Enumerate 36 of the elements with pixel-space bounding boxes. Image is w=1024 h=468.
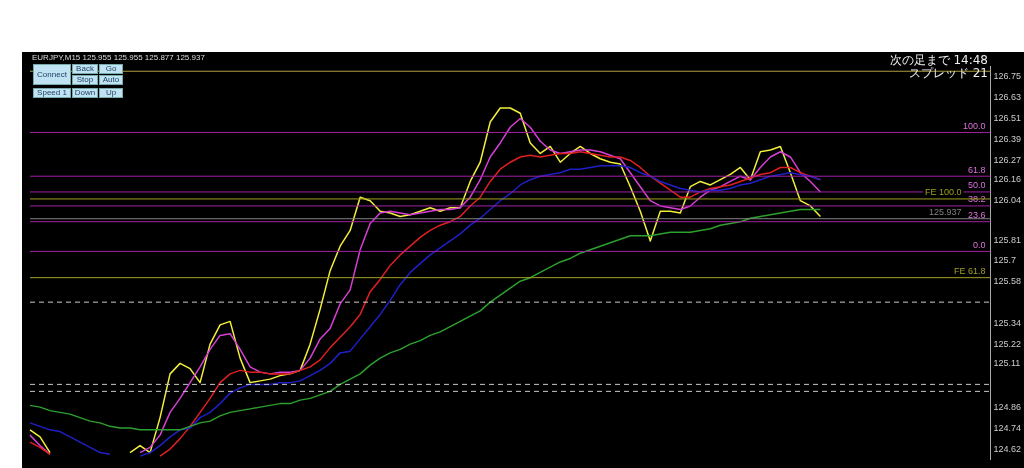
y-tick-label: 126.39 — [993, 133, 1021, 144]
annotation: Down — [72, 88, 98, 98]
y-tick-label: 125.7 — [993, 254, 1016, 265]
annotation: 61.8 — [967, 164, 986, 175]
chart-title: EURJPY,M15 125.955 125.955 125.877 125.937 — [32, 53, 206, 63]
y-tick-label: 126.63 — [993, 91, 1021, 102]
y-tick-label: 124.86 — [993, 401, 1021, 412]
annotation: Back — [72, 64, 98, 74]
annotation: 50.0 — [967, 180, 986, 191]
annotation: スプレッド 21 — [908, 66, 988, 80]
y-tick-label: 125.58 — [993, 275, 1021, 286]
annotation: Go — [99, 64, 123, 74]
annotation: Auto — [99, 75, 123, 85]
annotation: Stop — [72, 75, 98, 85]
annotation: 23.6 — [967, 210, 986, 221]
y-tick-label: 126.51 — [993, 112, 1021, 123]
y-tick-label: 125.22 — [993, 338, 1021, 349]
y-tick-label: 126.27 — [993, 154, 1021, 165]
annotation: 100.0 — [962, 120, 986, 131]
y-tick-label: 126.75 — [993, 70, 1021, 81]
annotation: 0.0 — [972, 239, 986, 250]
y-tick-label: 126.16 — [993, 174, 1021, 185]
y-tick-label: 124.62 — [993, 443, 1021, 454]
ref-line-label: FE 100.0 — [924, 187, 962, 198]
y-tick-label: 125.34 — [993, 317, 1021, 328]
ref-line-label: 125.937 — [928, 207, 962, 218]
annotation: Speed 1 — [33, 88, 71, 98]
y-tick-label: 125.81 — [993, 235, 1021, 246]
y-tick-label: 125.11 — [993, 357, 1021, 368]
y-tick-label: 124.74 — [993, 422, 1021, 433]
annotation: Up — [99, 88, 123, 98]
annotation: Connect — [33, 64, 71, 85]
ref-line-label: FE 61.8 — [953, 266, 986, 277]
annotation: 次の足まで 14:48 — [889, 53, 988, 67]
annotation: 38.2 — [967, 194, 986, 205]
y-tick-label: 126.04 — [993, 195, 1021, 206]
